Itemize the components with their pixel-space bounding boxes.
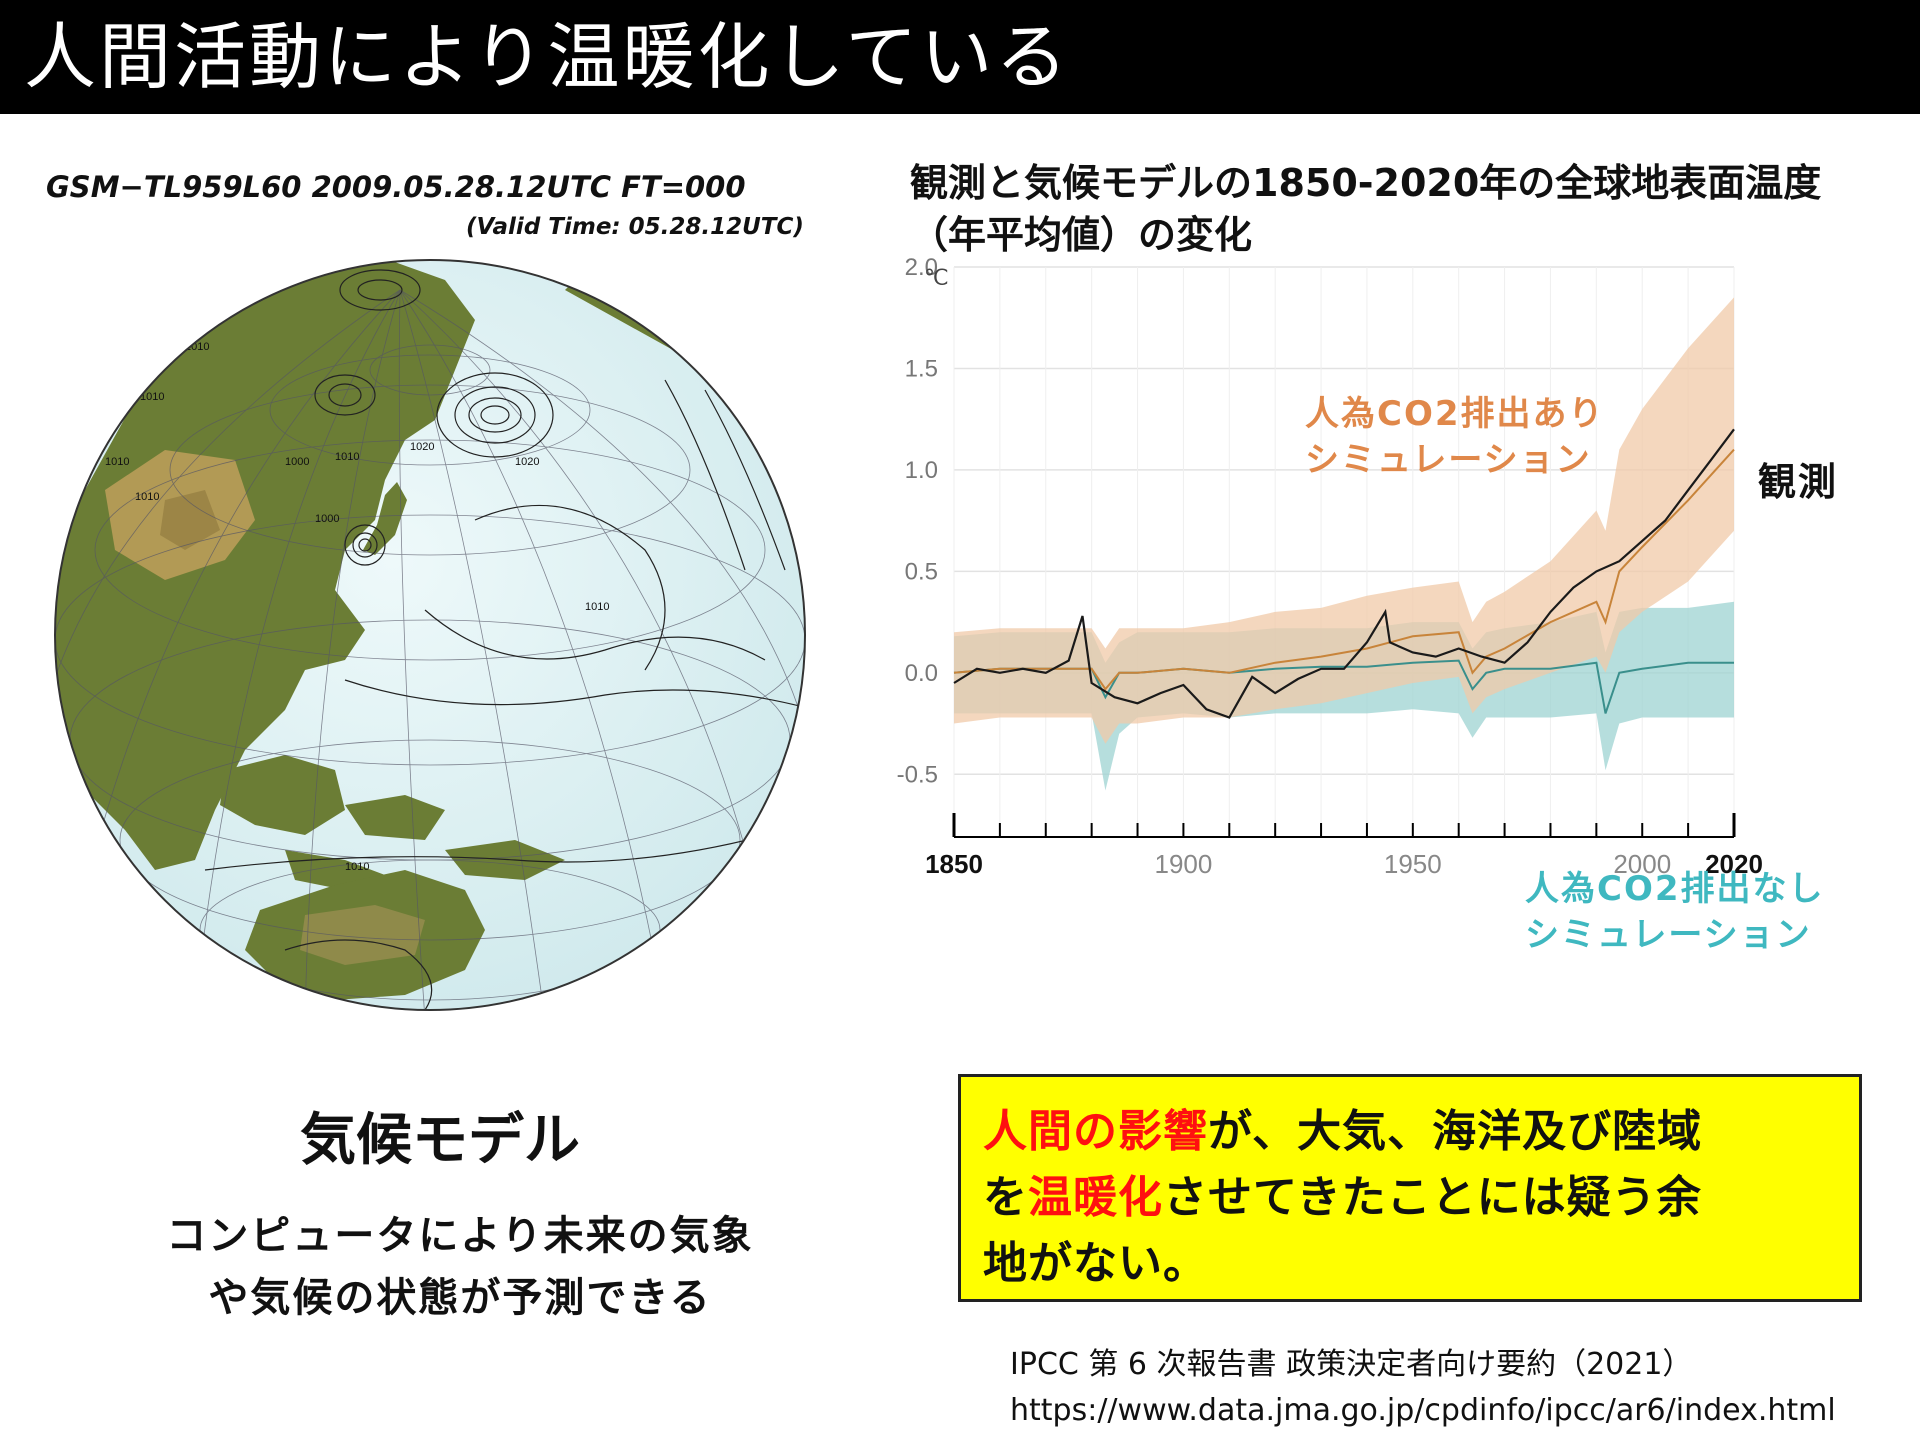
- y-tick-label: 1.5: [905, 355, 938, 382]
- callout-highlight-human-influence: 人間の影響: [983, 1106, 1208, 1157]
- series-label-observed: 観測: [1758, 460, 1838, 504]
- chart-axes: [952, 813, 1736, 838]
- y-tick-label: 0.5: [905, 558, 938, 585]
- chart-bands: [954, 297, 1734, 791]
- y-unit-label: ℃: [924, 265, 949, 290]
- contour-labels: 1010 1010 1010 1010 1000 1000 1010 1020 …: [105, 341, 609, 983]
- title-bar: 人間活動により温暖化している: [0, 0, 1920, 114]
- contour-label: 1010: [135, 491, 159, 503]
- climate-model-heading: 気候モデル: [300, 1108, 580, 1173]
- globe-valid-time: (Valid Time: 05.28.12UTC): [466, 214, 804, 240]
- desc-line-1: コンピュータにより未来の気象: [166, 1213, 754, 1259]
- series-label-with-human: シミュレーション: [1305, 440, 1592, 480]
- callout-line-1: 人間の影響が、大気、海洋及び陸域: [983, 1099, 1839, 1165]
- band-with-human: [954, 297, 1734, 744]
- x-tick-label: 1950: [1384, 849, 1442, 879]
- contour-label: 1000: [315, 513, 339, 525]
- desc-line-2: や気候の状態が予測できる: [208, 1275, 712, 1321]
- globe-header: GSM−TL959L60 2009.05.28.12UTC FT=000: [46, 170, 746, 204]
- source-url: https://www.data.jma.go.jp/cpdinfo/ipcc/…: [1010, 1393, 1836, 1428]
- source-citation: IPCC 第 6 次報告書 政策決定者向け要約（2021） https://ww…: [1010, 1342, 1836, 1434]
- y-tick-label: -0.5: [897, 761, 938, 788]
- chart-title-line-1: 観測と気候モデルの1850-2020年の全球地表面温度: [910, 161, 1822, 205]
- contour-label: 1000: [285, 456, 309, 468]
- chart-labels: 2.0 1.5 1.0 0.5 0.0 -0.5 ℃ 1850 1900 1950 2000 2020…: [897, 255, 1838, 955]
- highland-region-2: [160, 490, 220, 550]
- x-tick-label: 2000: [1613, 849, 1671, 879]
- source-line-1: IPCC 第 6 次報告書 政策決定者向け要約（2021）: [1010, 1347, 1693, 1382]
- series-label-natural-only: 人為CO2排出なし: [1525, 869, 1825, 909]
- contour-label: 1020: [235, 971, 259, 983]
- callout-text: が、大気、海洋及び陸域: [1208, 1106, 1703, 1157]
- x-tick-label: 1900: [1154, 849, 1212, 879]
- climate-model-description: コンピュータにより未来の気象 や気候の状態が予測できる: [60, 1205, 860, 1329]
- contour-label: 1020: [410, 441, 434, 453]
- slide-title: 人間活動により温暖化している: [24, 15, 1071, 99]
- y-tick-label: 0.0: [905, 660, 938, 687]
- contour-label: 1010: [585, 601, 609, 613]
- line-natural-only: [953, 659, 1734, 714]
- chart-lines: [953, 428, 1735, 719]
- contour-label: 1010: [105, 456, 129, 468]
- callout-highlight-warming: 温暖化: [1028, 1172, 1163, 1223]
- x-tick-label: 2020: [1705, 849, 1763, 879]
- chart-title-line-2: （年平均値）の変化: [910, 213, 1253, 257]
- contour-label: 1020: [515, 456, 539, 468]
- globe-outline: [54, 259, 806, 1011]
- callout-line-2: を温暖化させてきたことには疑う余: [983, 1165, 1839, 1231]
- australia-interior: [300, 905, 425, 965]
- temperature-chart: 2.0 1.5 1.0 0.5 0.0 -0.5 ℃ 1850 1900 1950 2000 2020…: [897, 255, 1838, 955]
- callout-text: させてきたことには疑う余: [1163, 1172, 1702, 1223]
- callout-line-3: 地がない。: [983, 1238, 1208, 1289]
- chart-title: 観測と気候モデルの1850-2020年の全球地表面温度 （年平均値）の変化: [910, 157, 1910, 261]
- series-label-with-human: 人為CO2排出あり: [1305, 394, 1605, 434]
- line-observed: [953, 428, 1735, 719]
- callout-text: を: [983, 1172, 1028, 1223]
- conclusion-callout: 人間の影響が、大気、海洋及び陸域 を温暖化させてきたことには疑う余 地がない。: [958, 1074, 1862, 1302]
- y-tick-label: 2.0: [905, 255, 938, 281]
- y-tick-label: 1.0: [905, 457, 938, 484]
- series-label-natural-only: シミュレーション: [1525, 915, 1812, 955]
- maritime-southeast-asia: [220, 755, 445, 890]
- contour-label: 1010: [345, 861, 369, 873]
- isobar-contours: [204, 269, 805, 1010]
- contour-label: 1010: [335, 451, 359, 463]
- contour-label: 1010: [140, 391, 164, 403]
- new-guinea: [445, 840, 565, 880]
- chart-gridlines: [953, 266, 1735, 825]
- x-tick-label: 1850: [925, 849, 983, 879]
- globe-map: 1010 1010 1010 1010 1000 1000 1010 1020 …: [54, 259, 806, 1011]
